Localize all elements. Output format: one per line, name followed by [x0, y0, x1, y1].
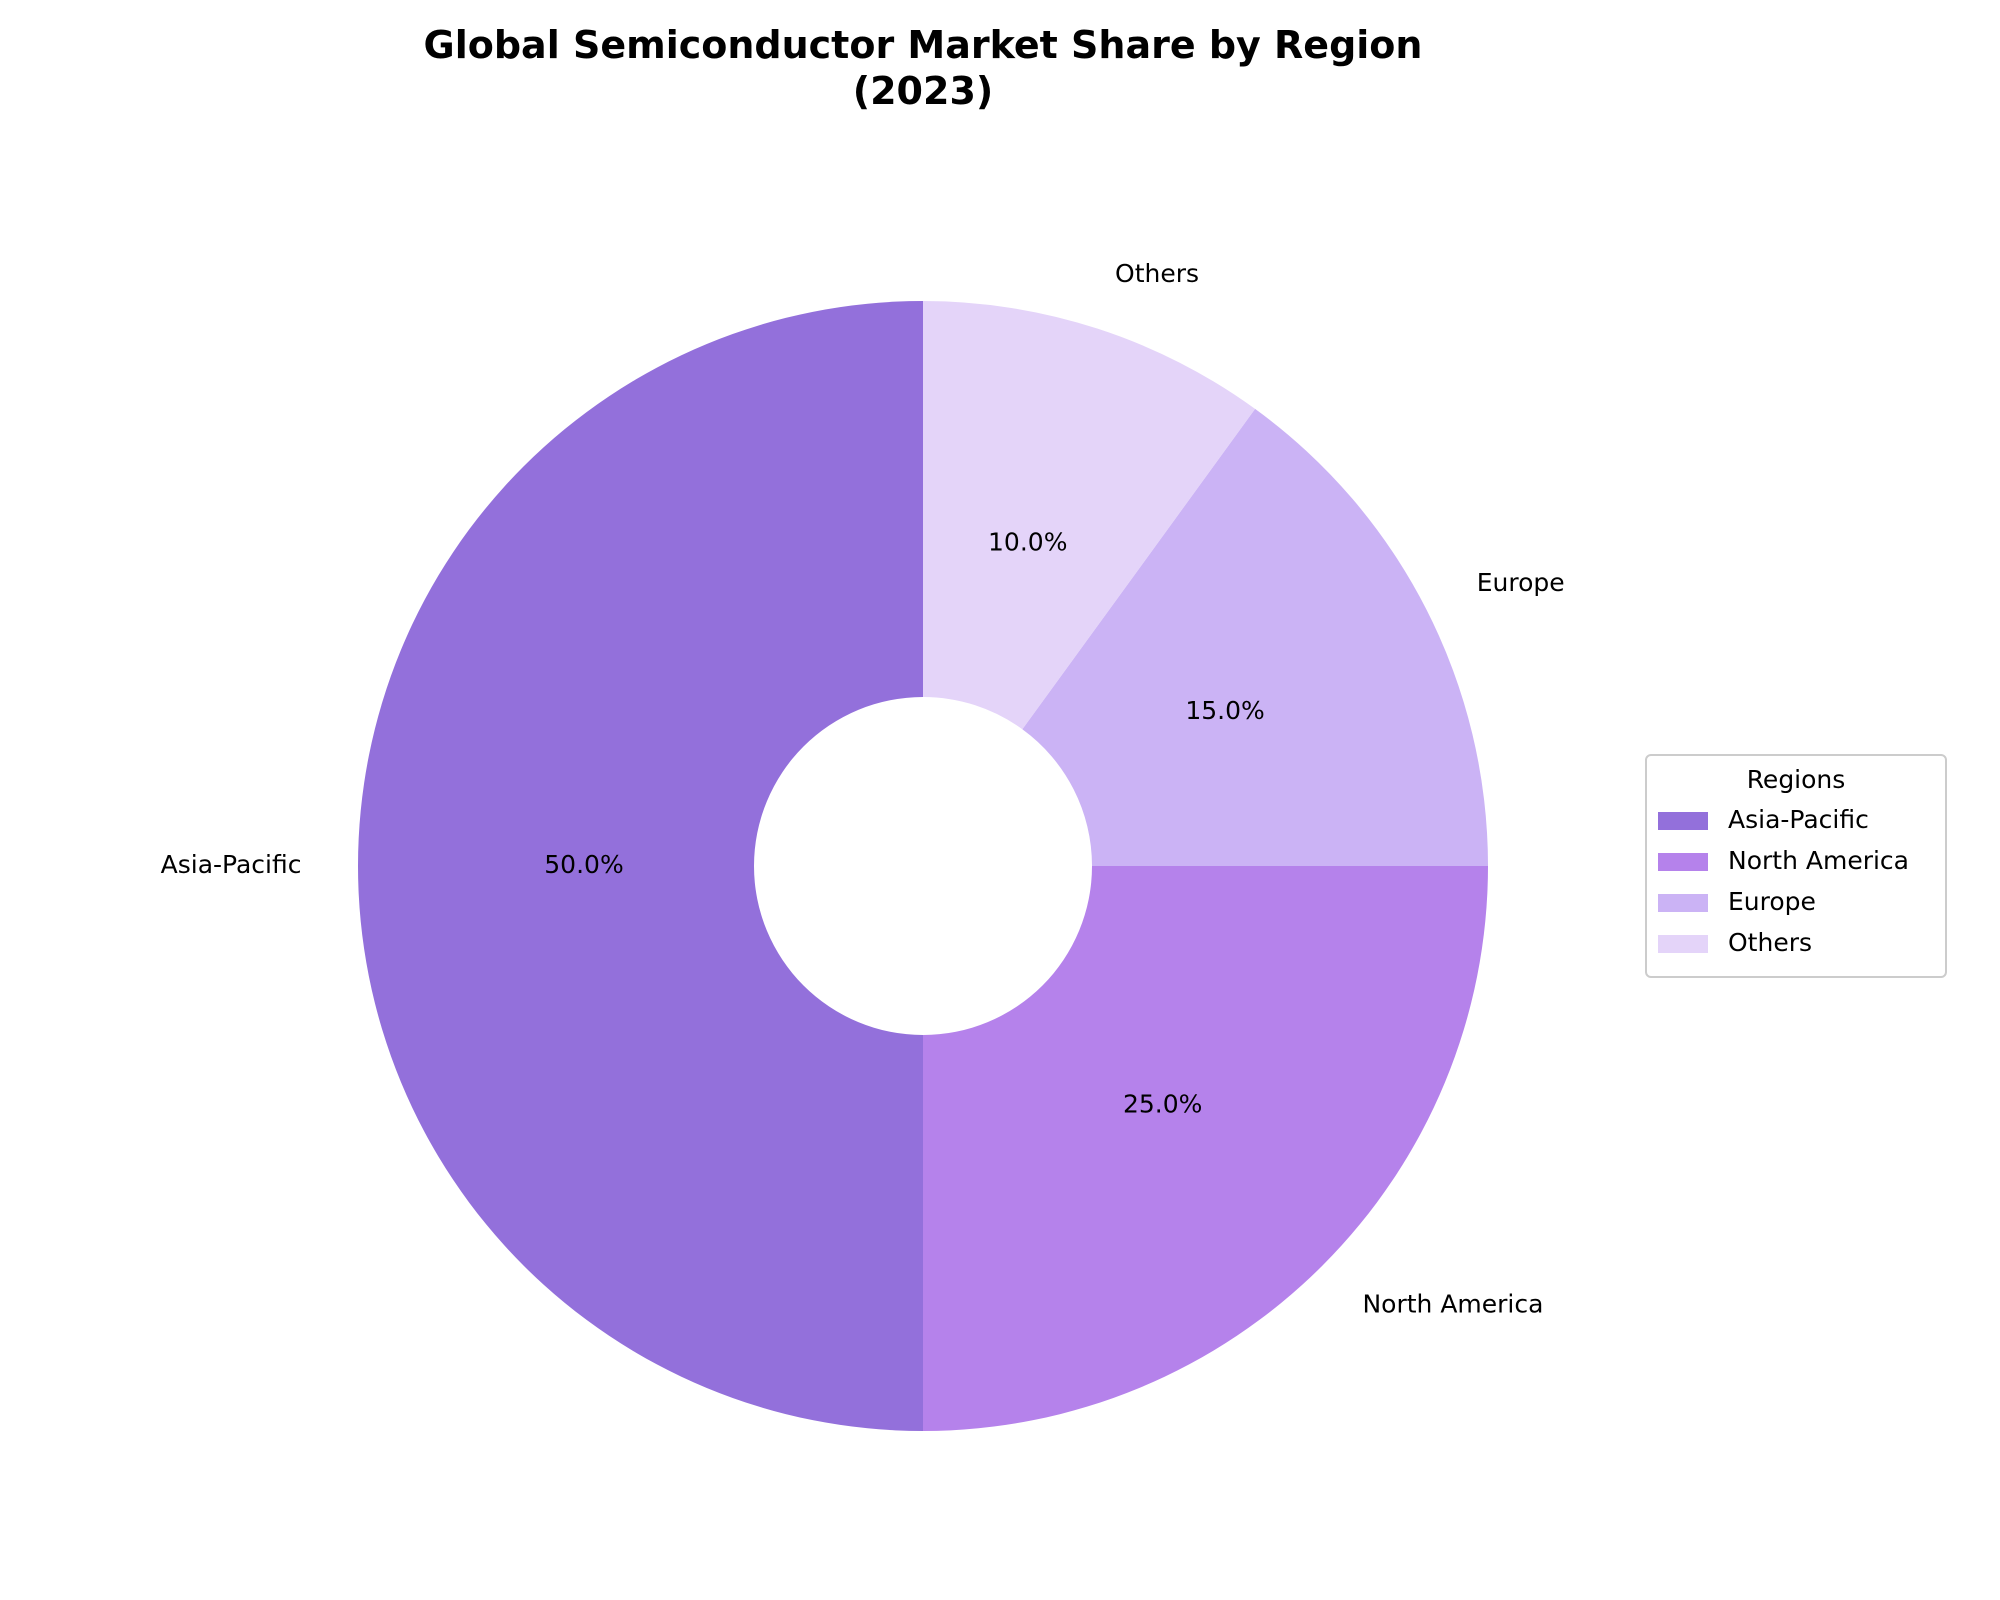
- slice: [923, 866, 1488, 1431]
- slice: [1022, 408, 1488, 866]
- legend-label: Others: [1728, 928, 1812, 957]
- legend-label: Asia-Pacific: [1728, 805, 1869, 834]
- legend: Regions Asia-Pacific North America Europe Ot…: [1645, 754, 1947, 978]
- slice-label: Others: [1115, 259, 1199, 288]
- value-label: 50.0%: [544, 850, 623, 879]
- value-label: 10.0%: [988, 528, 1067, 557]
- slice-label: Asia-Pacific: [161, 850, 302, 879]
- legend-swatch: [1658, 935, 1708, 953]
- legend-swatch: [1658, 853, 1708, 871]
- legend-label: North America: [1728, 846, 1909, 875]
- legend-label: Europe: [1728, 887, 1816, 916]
- slice: [358, 301, 923, 1431]
- chart-title: Global Semiconductor Market Share by Reg…: [423, 23, 1423, 113]
- slice: [923, 301, 1256, 730]
- slice-label: North America: [1362, 1289, 1543, 1318]
- legend-swatch: [1658, 812, 1708, 830]
- legend-swatch: [1658, 894, 1708, 912]
- legend-frame: [1645, 754, 1947, 978]
- legend-title: Regions: [1747, 765, 1846, 794]
- slice-label: Europe: [1477, 568, 1565, 597]
- value-label: 25.0%: [1123, 1090, 1202, 1119]
- value-label: 15.0%: [1185, 696, 1264, 725]
